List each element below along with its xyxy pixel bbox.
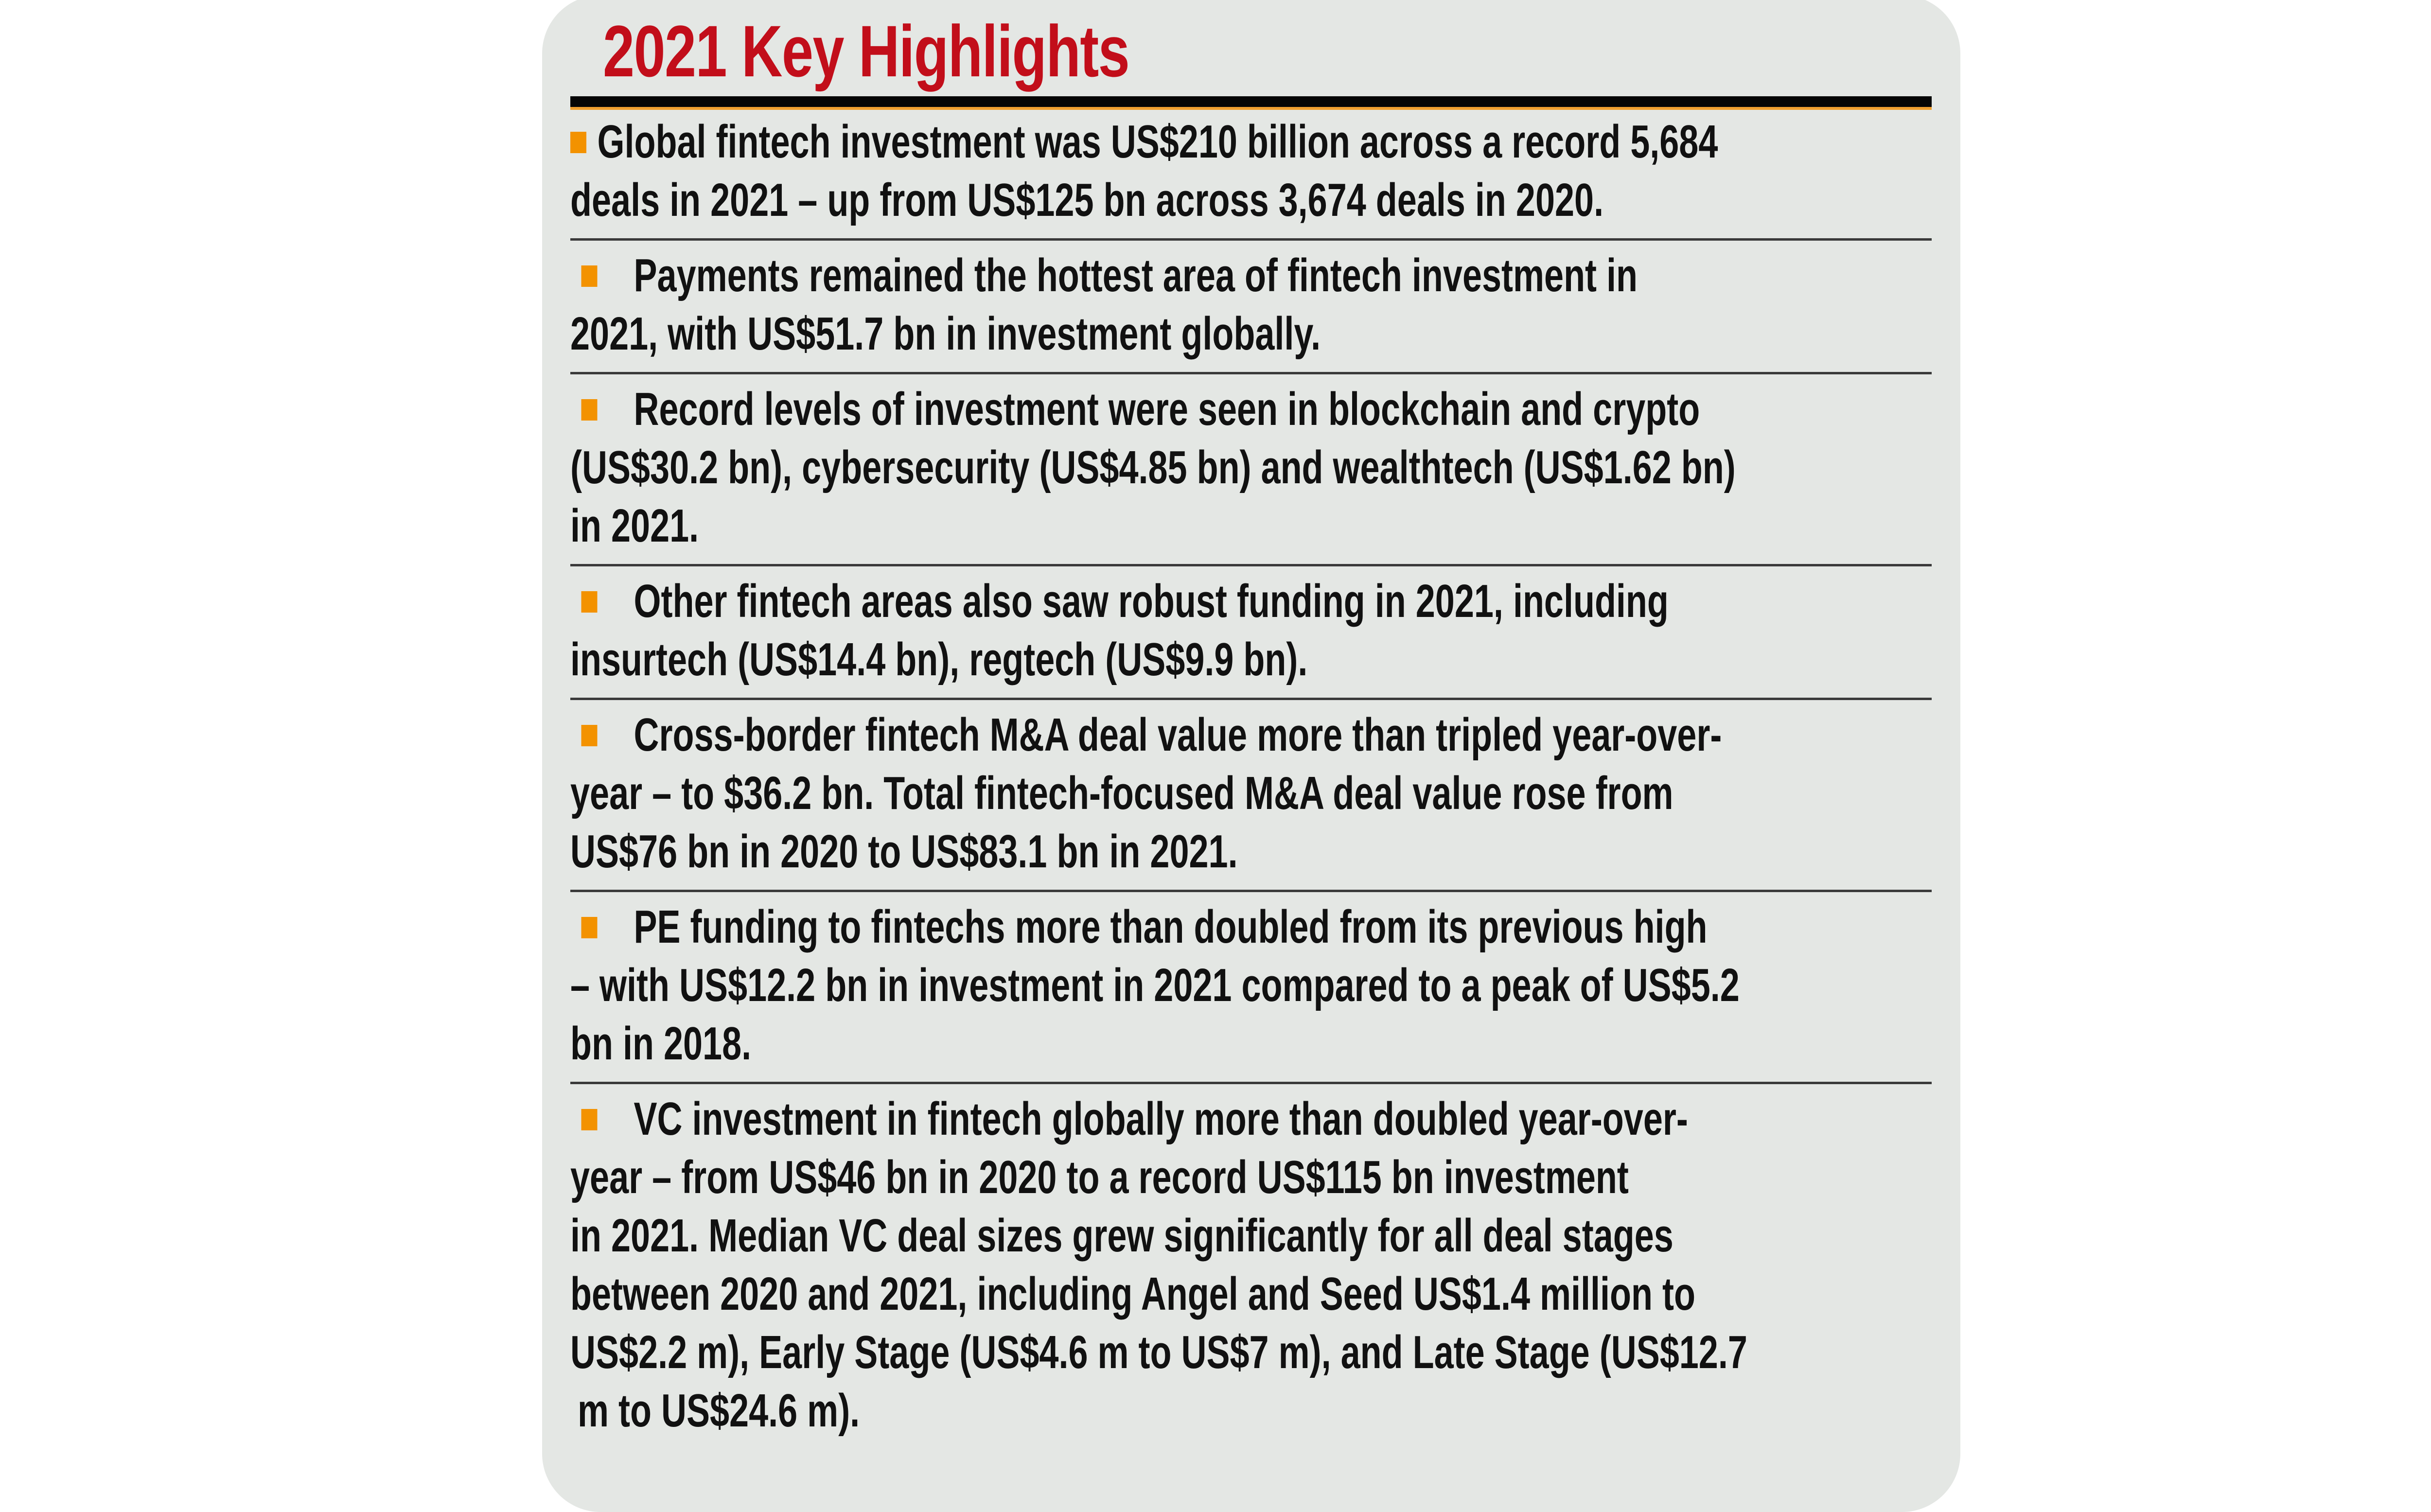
square-bullet-icon [581,916,598,938]
highlight-text: year – from US$46 bn in 2020 to a record… [570,1151,1629,1203]
highlight-line: PE funding to fintechs more than doubled… [570,898,1708,956]
highlight-text: Other fintech areas also saw robust fund… [634,575,1669,627]
highlight-item: VC investment in fintech globally more t… [570,1084,1932,1449]
highlight-text: insurtech (US$14.4 bn), regtech (US$9.9 … [570,633,1308,686]
highlight-text: Global fintech investment was US$210 bil… [597,116,1718,168]
panel-title: 2021 Key Highlights [603,10,1130,92]
highlight-line: US$2.2 m), Early Stage (US$4.6 m to US$7… [570,1323,1747,1382]
highlights-list: Global fintech investment was US$210 bil… [570,112,1932,1449]
highlight-text: m to US$24.6 m). [578,1385,860,1437]
highlight-text: US$76 bn in 2020 to US$83.1 bn in 2021. [570,826,1238,878]
highlight-line: US$76 bn in 2020 to US$83.1 bn in 2021. [570,823,1591,881]
highlight-text: – with US$12.2 bn in investment in 2021 … [570,959,1740,1011]
square-bullet-icon [581,1108,598,1130]
highlight-line: Global fintech investment was US$210 bil… [570,113,1718,171]
highlight-item: Other fintech areas also saw robust fund… [570,566,1932,700]
highlight-text: Payments remained the hottest area of fi… [634,249,1638,301]
highlight-text: bn in 2018. [570,1018,752,1070]
highlight-line: Payments remained the hottest area of fi… [570,246,1638,305]
highlight-item: Record levels of investment were seen in… [570,374,1932,566]
highlight-item: PE funding to fintechs more than doubled… [570,892,1932,1084]
highlight-text: between 2020 and 2021, including Angel a… [570,1268,1695,1320]
highlight-item: Payments remained the hottest area of fi… [570,241,1932,374]
highlight-text: in 2021. Median VC deal sizes grew signi… [570,1210,1674,1262]
highlight-line: insurtech (US$14.4 bn), regtech (US$9.9 … [570,631,1591,689]
highlight-line: – with US$12.2 bn in investment in 2021 … [570,956,1740,1015]
highlight-text: PE funding to fintechs more than doubled… [634,901,1708,953]
highlight-line: VC investment in fintech globally more t… [570,1090,1688,1148]
title-rule [570,96,1932,110]
square-bullet-icon [581,724,598,746]
square-bullet-icon [581,265,598,287]
highlight-line: Record levels of investment were seen in… [570,380,1700,439]
highlight-text: VC investment in fintech globally more t… [634,1093,1688,1145]
highlight-text: Cross-border fintech M&A deal value more… [634,709,1722,761]
highlight-line: bn in 2018. [570,1015,1591,1073]
highlight-line: year – to $36.2 bn. Total fintech-focuse… [570,764,1674,823]
highlight-text: (US$30.2 bn), cybersecurity (US$4.85 bn)… [570,441,1736,493]
highlight-line: Other fintech areas also saw robust fund… [570,572,1669,631]
highlight-line: deals in 2021 – up from US$125 bn across… [570,171,1603,229]
highlight-line: in 2021. Median VC deal sizes grew signi… [570,1207,1674,1265]
highlight-item: Global fintech investment was US$210 bil… [570,112,1932,241]
highlight-text: US$2.2 m), Early Stage (US$4.6 m to US$7… [570,1326,1747,1378]
square-bullet-icon [570,131,586,153]
highlight-line: (US$30.2 bn), cybersecurity (US$4.85 bn)… [570,439,1736,497]
highlight-text: 2021, with US$51.7 bn in investment glob… [570,308,1321,360]
highlight-item: Cross-border fintech M&A deal value more… [570,700,1932,892]
highlight-line: in 2021. [570,497,1591,555]
square-bullet-icon [581,399,598,421]
highlight-text: Record levels of investment were seen in… [634,383,1700,435]
highlight-line: Cross-border fintech M&A deal value more… [570,706,1722,764]
highlight-line: between 2020 and 2021, including Angel a… [570,1265,1695,1323]
square-bullet-icon [581,591,598,613]
highlights-panel: 2021 Key Highlights Global fintech inves… [542,0,1960,1512]
highlight-text: deals in 2021 – up from US$125 bn across… [570,174,1604,226]
highlight-text: year – to $36.2 bn. Total fintech-focuse… [570,767,1674,819]
highlight-line: m to US$24.6 m). [570,1382,1591,1440]
highlight-line: year – from US$46 bn in 2020 to a record… [570,1148,1629,1207]
highlight-text: in 2021. [570,500,699,552]
highlight-line: 2021, with US$51.7 bn in investment glob… [570,305,1591,363]
